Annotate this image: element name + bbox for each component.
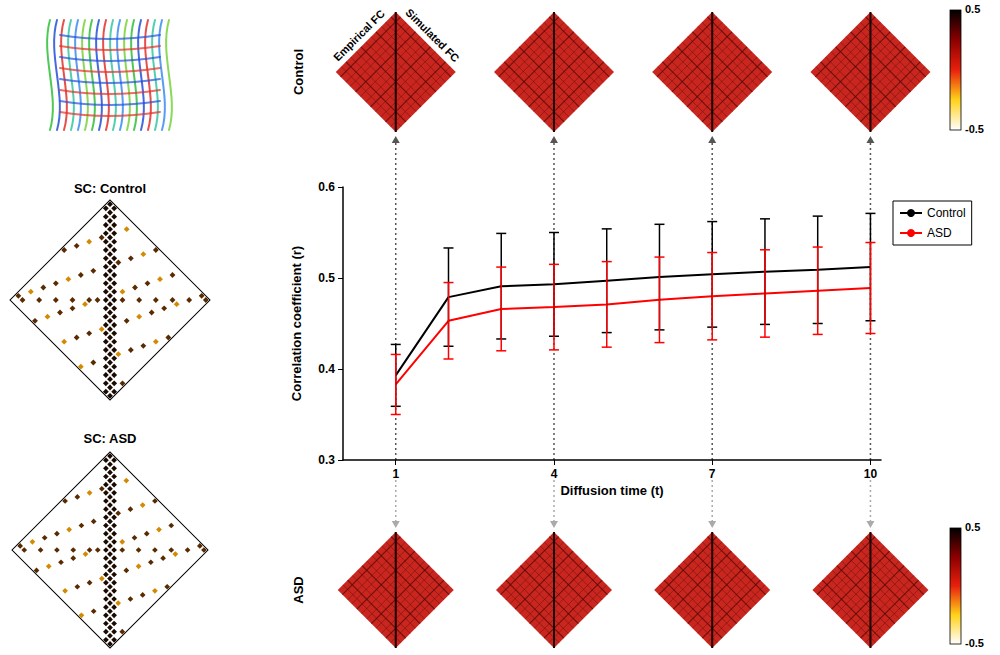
svg-text:0.6: 0.6 <box>318 180 335 194</box>
svg-text:Simulated FC: Simulated FC <box>403 6 461 64</box>
svg-text:Diffusion time (t): Diffusion time (t) <box>560 483 663 498</box>
svg-text:0.5: 0.5 <box>965 521 980 533</box>
svg-text:Control: Control <box>291 49 306 95</box>
svg-text:0.4: 0.4 <box>318 362 335 376</box>
svg-text:-0.5: -0.5 <box>965 637 984 649</box>
svg-text:ASD: ASD <box>291 576 306 603</box>
svg-text:0.3: 0.3 <box>318 453 335 467</box>
svg-text:ASD: ASD <box>927 226 952 240</box>
svg-text:10: 10 <box>864 467 878 481</box>
svg-text:0.5: 0.5 <box>318 271 335 285</box>
svg-text:Empirical FC: Empirical FC <box>331 7 387 63</box>
svg-text:7: 7 <box>709 467 716 481</box>
svg-text:Control: Control <box>927 206 966 220</box>
svg-text:4: 4 <box>551 467 558 481</box>
svg-text:-0.5: -0.5 <box>965 123 984 135</box>
svg-text:0.5: 0.5 <box>965 3 980 15</box>
svg-text:SC: ASD: SC: ASD <box>84 431 137 446</box>
svg-text:Correlation coefficient (r): Correlation coefficient (r) <box>289 246 304 401</box>
svg-text:SC: Control: SC: Control <box>74 181 146 196</box>
svg-text:1: 1 <box>392 467 399 481</box>
